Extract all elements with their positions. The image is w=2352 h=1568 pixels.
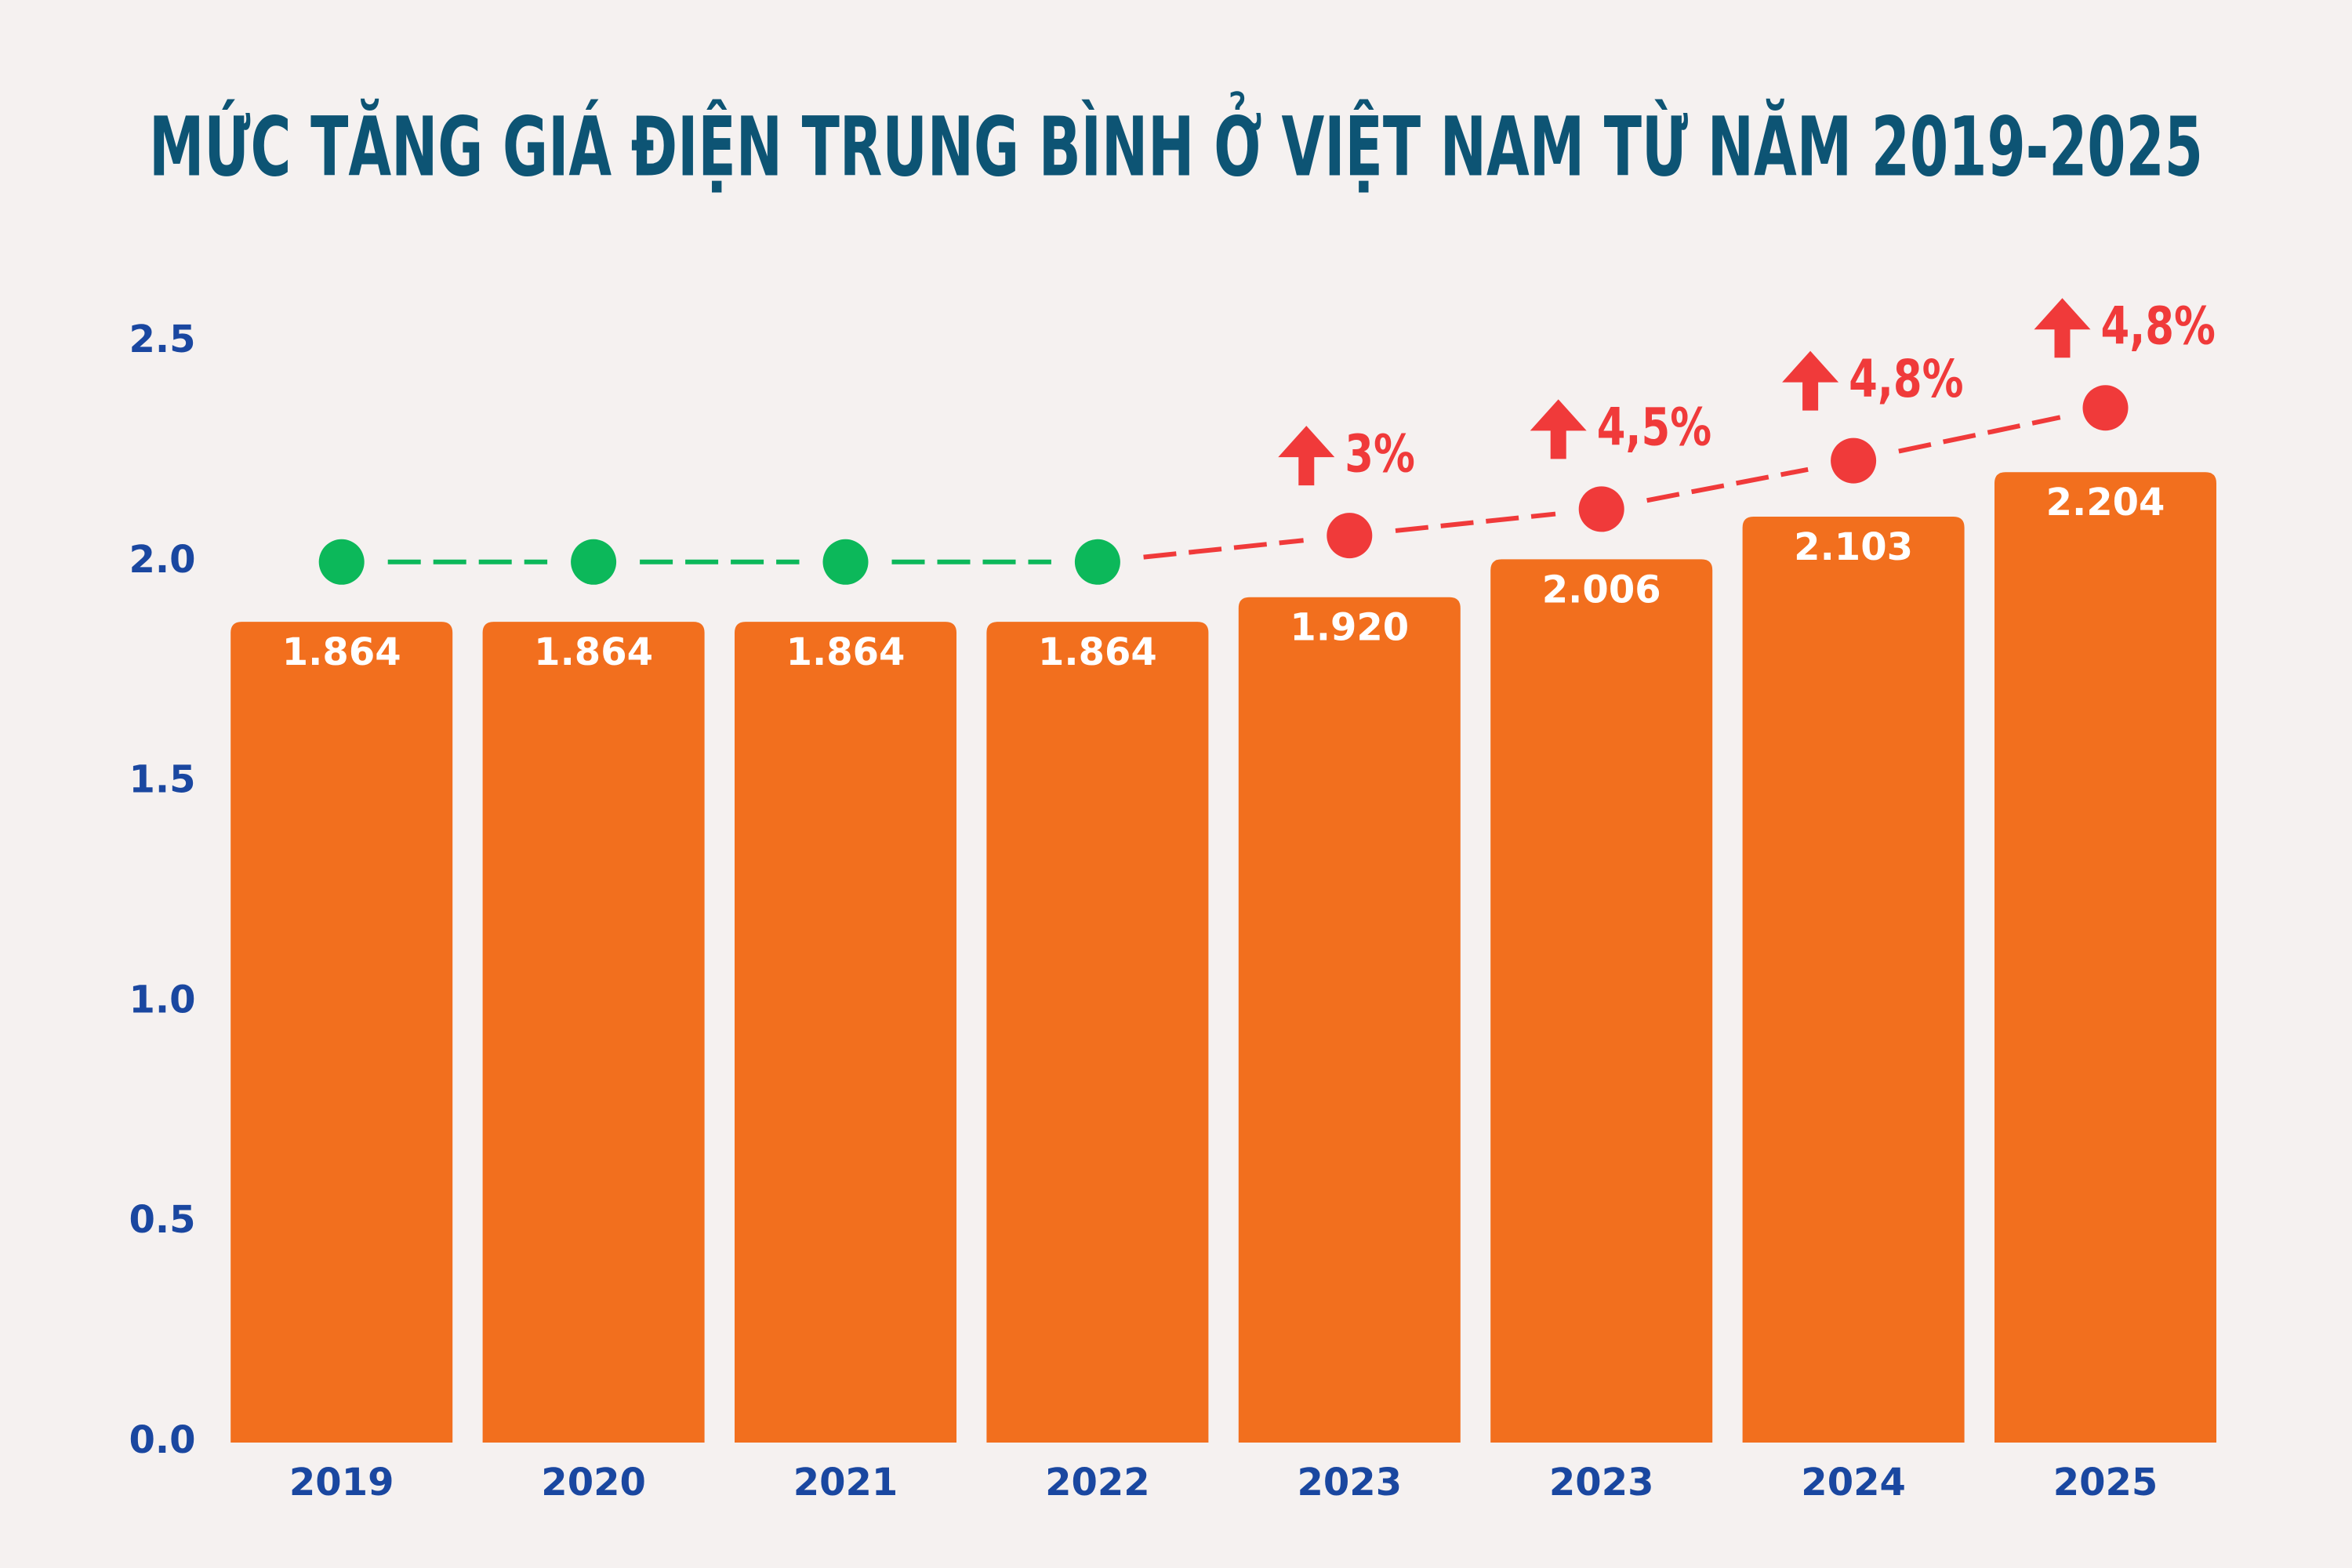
value-label: 1.864 (282, 630, 401, 674)
trend-point (1074, 539, 1120, 585)
bar (735, 622, 956, 1443)
up-arrow (2034, 298, 2091, 358)
value-label: 1.864 (786, 630, 906, 674)
x-tick-label: 2019 (289, 1461, 394, 1504)
value-label: 1.864 (1038, 630, 1157, 674)
trend-segment (1646, 466, 1809, 503)
y-tick-label: 2.0 (129, 538, 195, 582)
trend-point (1578, 486, 1624, 532)
up-arrow (1782, 350, 1839, 411)
trend-segment (1143, 538, 1304, 560)
chart-title: MỨC TĂNG GIÁ ĐIỆN TRUNG BÌNH Ở VIỆT NAM … (149, 91, 2203, 194)
x-tick-label: 2022 (1045, 1461, 1150, 1504)
bar (1238, 597, 1461, 1443)
point-label: 4,8% (1849, 350, 1963, 409)
up-arrow (1278, 426, 1335, 486)
y-tick-label: 0.0 (129, 1418, 195, 1462)
x-tick-label: 2020 (541, 1461, 646, 1504)
x-tick-label: 2023 (1549, 1461, 1654, 1504)
trend-segment (1395, 511, 1556, 533)
x-tick-label: 2021 (793, 1461, 898, 1504)
trend-segment (1898, 415, 2061, 454)
point-label: 3% (1345, 425, 1415, 485)
value-label: 1.864 (534, 630, 653, 674)
x-tick-label: 2025 (2053, 1461, 2158, 1504)
trend-point (2082, 385, 2129, 431)
bar (986, 622, 1209, 1443)
point-label: 4,8% (2101, 297, 2216, 357)
bar (1742, 516, 1965, 1443)
bar (1490, 559, 1713, 1443)
value-label: 2.204 (2046, 481, 2165, 524)
trend-point (571, 539, 617, 585)
up-arrow (1530, 399, 1587, 459)
value-label: 1.920 (1290, 606, 1409, 650)
y-tick-label: 1.0 (129, 978, 195, 1022)
trend-point (822, 539, 869, 585)
trend-point (318, 539, 365, 585)
value-label: 2.103 (1794, 525, 1913, 569)
trend-point (1831, 437, 1877, 484)
point-label: 4,5% (1597, 398, 1711, 458)
value-label: 2.006 (1542, 568, 1661, 612)
y-tick-label: 1.5 (129, 758, 195, 802)
y-tick-label: 2.5 (129, 318, 195, 361)
y-tick-label: 0.5 (129, 1198, 195, 1242)
trend-point (1327, 513, 1373, 559)
bar (482, 622, 705, 1443)
bar (230, 622, 453, 1443)
bar (1994, 472, 2216, 1443)
x-tick-label: 2024 (1801, 1461, 1906, 1504)
x-tick-label: 2023 (1298, 1461, 1403, 1504)
